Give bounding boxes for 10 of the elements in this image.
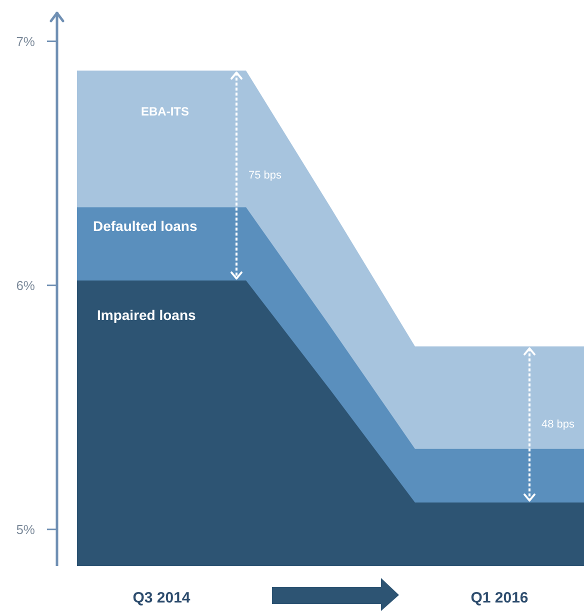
- series-label: Defaulted loans: [93, 218, 198, 234]
- y-tick-label: 7%: [16, 34, 36, 49]
- x-tick-label: Q1 2016: [470, 590, 528, 607]
- annotation: 75 bps: [248, 169, 282, 182]
- series-label: EBA-ITS: [141, 104, 189, 119]
- y-tick-label: 5%: [16, 522, 36, 538]
- annotation: 48 bps: [542, 418, 576, 430]
- series-label: Impaired loans: [97, 307, 196, 324]
- x-tick-label: Q3 2014: [132, 590, 191, 607]
- y-tick-label: 6%: [16, 278, 36, 293]
